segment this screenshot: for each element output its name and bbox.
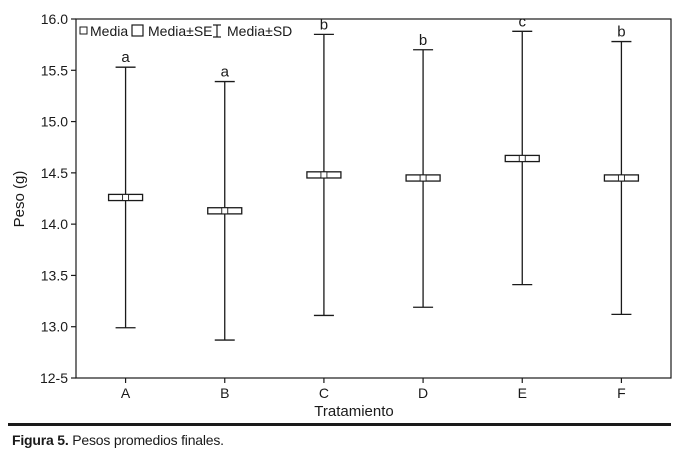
legend-media-label: Media (90, 23, 128, 39)
y-tick-label: 13.5 (41, 267, 68, 283)
figure-caption: Figura 5. Pesos promedios finales. (12, 432, 224, 448)
mean-marker (221, 207, 229, 215)
caption-label: Figura 5. (12, 432, 69, 448)
legend: Media Media±SE Media±SD (79, 23, 292, 39)
legend-se-icon (131, 24, 144, 37)
y-axis: 12-5 13.0 13.5 14.0 14.5 15.0 15.5 16.0 (40, 11, 76, 386)
x-axis: A B C D E F (121, 378, 626, 401)
x-tick-label: F (617, 385, 626, 401)
mean-marker (617, 174, 625, 182)
plot-border (75, 18, 672, 379)
y-tick-label: 13.0 (41, 319, 68, 335)
group-letter: b (320, 16, 328, 33)
box-group-d: b (405, 32, 441, 308)
box-group-c: b (306, 16, 342, 317)
box-group-f: b (603, 24, 640, 316)
caption-divider (8, 423, 671, 426)
group-letter: a (221, 64, 230, 81)
caption-text: Pesos promedios finales. (68, 432, 224, 448)
legend-sd-icon (213, 24, 221, 38)
mean-marker (419, 174, 427, 182)
y-tick-label: 12-5 (40, 370, 68, 386)
mean-marker (320, 171, 328, 179)
box-group-b: a (207, 64, 243, 341)
box-series: a a b b c b (107, 13, 640, 341)
y-tick-label: 15.0 (41, 114, 68, 130)
x-tick-label: B (220, 385, 229, 401)
legend-sd-label: Media±SD (227, 23, 292, 39)
y-tick-label: 16.0 (41, 11, 68, 27)
mean-marker (122, 194, 130, 201)
legend-se-label: Media±SE (148, 23, 213, 39)
x-tick-label: D (418, 385, 428, 401)
plot-frame (75, 18, 672, 379)
y-tick-label: 14.5 (41, 165, 68, 181)
box-group-e: c (504, 13, 540, 286)
legend-media-icon (79, 26, 88, 35)
group-letter: b (419, 32, 427, 49)
x-tick-label: C (319, 385, 329, 401)
group-letter: a (121, 49, 130, 66)
box-group-a: a (107, 49, 144, 329)
x-axis-title: Tratamiento (314, 403, 393, 420)
y-tick-label: 14.0 (41, 216, 68, 232)
y-tick-label: 15.5 (41, 62, 68, 78)
y-axis-title: Peso (g) (11, 171, 28, 228)
group-letter: c (519, 13, 527, 30)
x-tick-label: E (518, 385, 527, 401)
mean-marker (518, 155, 526, 162)
x-tick-label: A (121, 385, 131, 401)
group-letter: b (617, 24, 625, 41)
